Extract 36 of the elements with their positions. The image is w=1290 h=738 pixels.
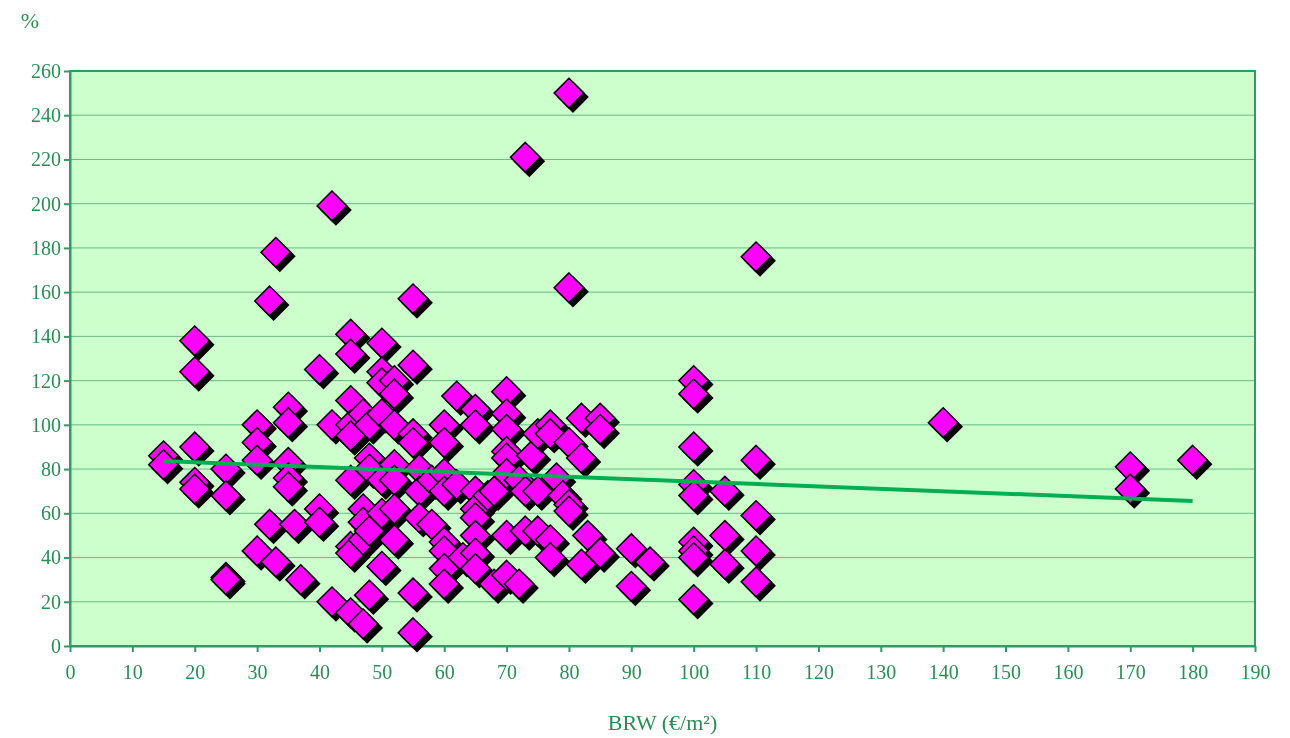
y-tick-label: 160 <box>31 281 61 304</box>
y-tick-label: 60 <box>41 502 61 525</box>
y-tick-label: 100 <box>31 413 61 436</box>
y-tick-label: 180 <box>31 236 61 259</box>
x-tick-label: 70 <box>497 661 518 683</box>
y-tick-label: 120 <box>31 369 61 392</box>
x-tick-label: 0 <box>65 661 76 683</box>
x-axis-title: BRW (€/m²) <box>607 710 718 735</box>
x-tick-label: 40 <box>309 661 330 683</box>
x-tick-label: 80 <box>559 661 580 683</box>
y-tick-label: 20 <box>41 590 61 613</box>
x-tick-label: 160 <box>1053 661 1084 683</box>
x-tick-label: 120 <box>803 661 834 683</box>
y-tick-label: 220 <box>31 148 61 171</box>
x-tick-label: 30 <box>247 661 268 683</box>
x-tick-label: 180 <box>1178 661 1209 683</box>
x-tick-label: 130 <box>866 661 897 683</box>
y-tick-label: 0 <box>51 634 61 657</box>
x-tick-label: 110 <box>741 661 772 683</box>
x-tick-label: 140 <box>928 661 959 683</box>
y-tick-label: 140 <box>31 325 61 348</box>
y-tick-label: 240 <box>31 104 61 127</box>
x-tick-label: 20 <box>185 661 206 683</box>
x-tick-label: 170 <box>1115 661 1146 683</box>
x-tick-label: 10 <box>122 661 143 683</box>
y-tick-label: 260 <box>31 59 61 82</box>
x-tick-label: 100 <box>679 661 710 683</box>
y-axis-title: % <box>20 8 40 33</box>
x-tick-label: 50 <box>372 661 393 683</box>
x-tick-label: 90 <box>621 661 642 683</box>
x-tick-label: 60 <box>434 661 455 683</box>
y-tick-label: 40 <box>41 546 61 569</box>
x-tick-label: 150 <box>991 661 1022 683</box>
x-tick-label: 190 <box>1240 661 1271 683</box>
y-tick-label: 200 <box>31 192 61 215</box>
y-tick-label: 80 <box>41 457 61 480</box>
